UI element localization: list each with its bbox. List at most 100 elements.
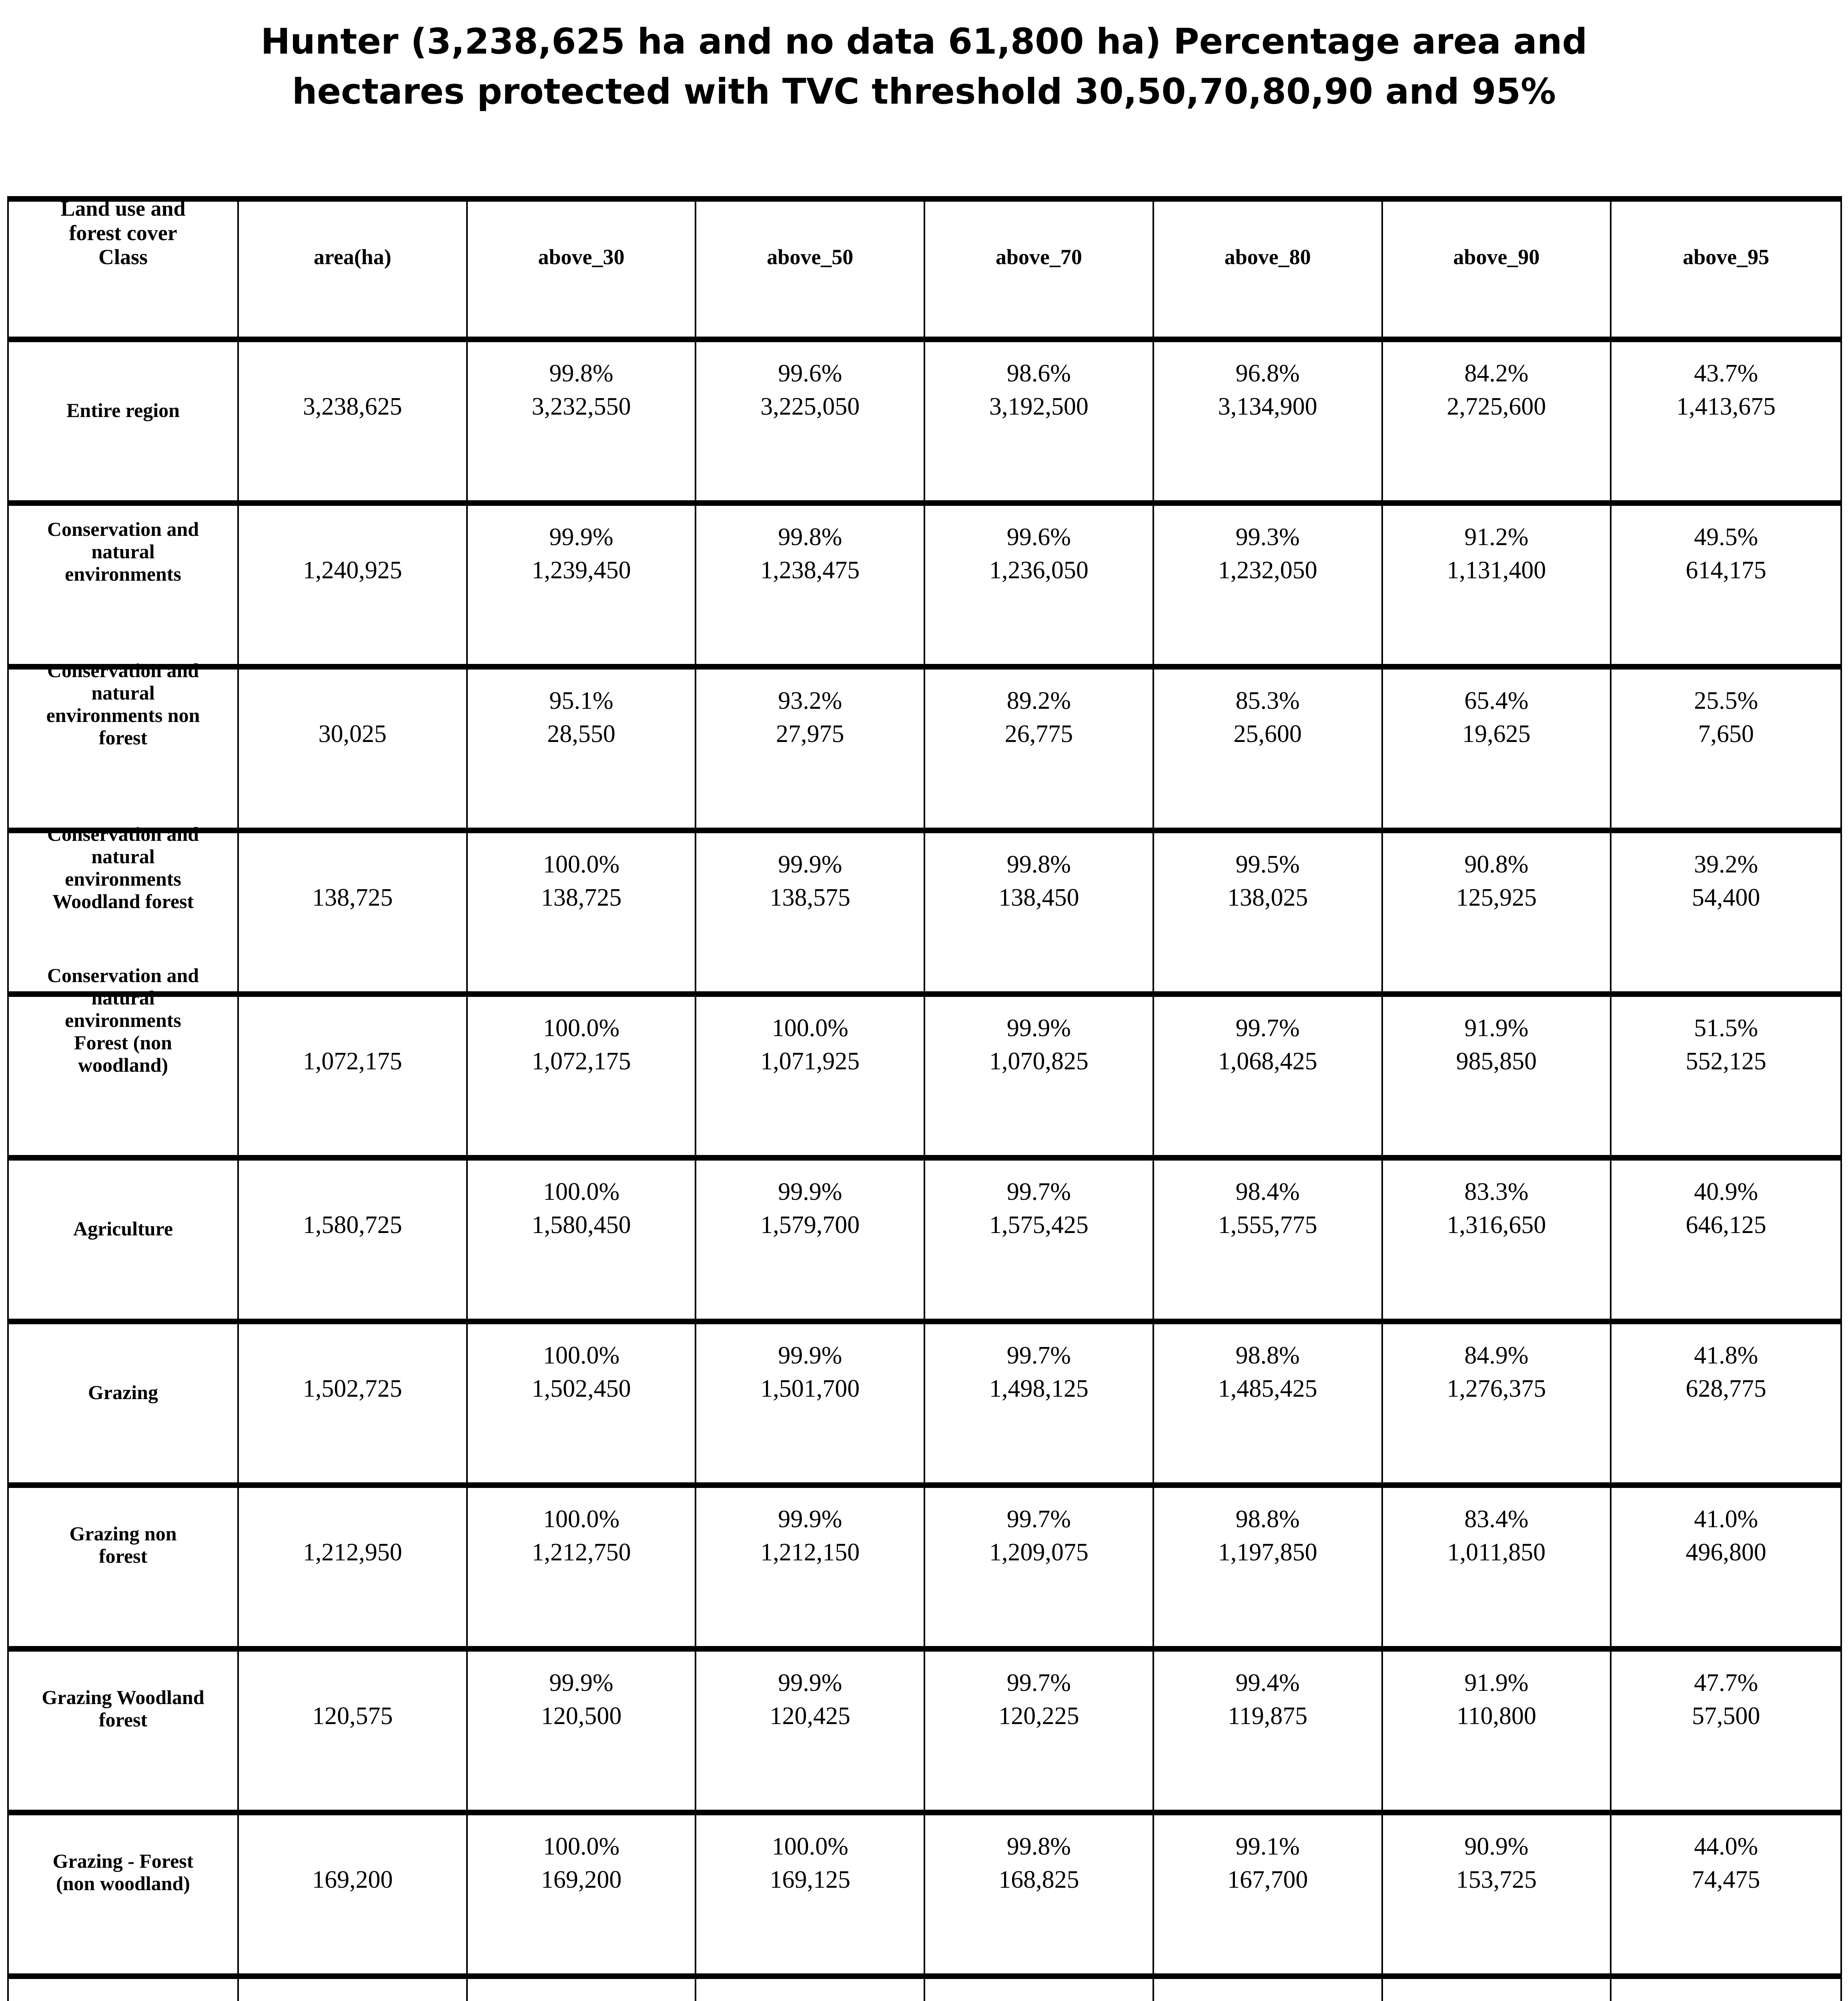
header-label: above_95 [1683,245,1770,269]
row-label: Grazing Woodland forest [42,1686,204,1731]
hectares-value: 1,498,125 [989,1375,1088,1403]
percent-value: 91.2% [1464,523,1529,551]
threshold-cell-above-70: 99.8% 168,825 [925,1815,1154,1973]
hectares-value: 57,500 [1692,1702,1760,1730]
hectares-value: 169,125 [770,1866,851,1894]
percent-value: 99.6% [1006,523,1071,551]
area-cell: 50,625 [239,1979,468,2001]
threshold-cell-above-50: 100.0%50,625 [696,1979,926,2001]
header-cell-area: area(ha) [239,202,468,337]
hectares-value: 3,134,900 [1218,393,1317,421]
hectares-value: 3,192,500 [989,393,1088,421]
hectares-value: 27,975 [776,720,844,748]
threshold-cell-above-70: 99.7% 1,575,425 [925,1161,1154,1319]
hectares-value: 1,276,375 [1447,1375,1546,1403]
table-row: Grazing - Forest (non woodland) 169,200 … [9,1815,1840,1979]
header-label: area(ha) [313,245,391,269]
table-row: Grazing 1,502,725 100.0% 1,502,450 99.9% 1… [9,1324,1840,1488]
threshold-cell-above-95: 30.8%15,575 [1611,1979,1840,2001]
threshold-cell-above-50: 99.9% 120,425 [696,1652,926,1810]
threshold-cell-above-30: 99.9% 120,500 [468,1652,697,1810]
threshold-cell-above-70: 99.7% 1,209,075 [925,1488,1154,1646]
row-label: Entire region [66,399,180,421]
header-label: above_50 [767,245,854,269]
hectares-value: 28,550 [547,720,615,748]
threshold-cell-above-95: 25.5% 7,650 [1611,670,1840,828]
threshold-cell-above-95: 41.0% 496,800 [1611,1488,1840,1646]
percent-value: 99.9% [778,1178,842,1205]
threshold-cell-above-70: 98.6% 3,192,500 [925,342,1154,500]
percent-value: 90.9% [1464,1833,1529,1860]
area-cell: 30,025 [239,670,468,828]
percent-value: 96.8% [1235,359,1300,387]
percent-value: 91.9% [1464,1014,1529,1042]
hectares-value: 985,850 [1456,1048,1537,1075]
threshold-cell-above-70: 99.7% 1,498,125 [925,1324,1154,1482]
area-cell: 138,725 [239,833,468,991]
threshold-cell-above-50: 99.8% 1,238,475 [696,506,926,664]
data-table: Land use and forest cover Class area(ha)… [7,196,1842,2001]
hectares-value: 1,579,700 [760,1211,860,1239]
row-label-cell: Entire region [9,342,239,500]
header-cell-above-70: above_70 [925,202,1154,337]
percent-value: 99.1% [1235,1833,1300,1860]
threshold-cell-above-80: 92.9%47,050 [1154,1979,1383,2001]
percent-value: 99.9% [778,1669,842,1696]
threshold-cell-above-30: 95.1% 28,550 [468,670,697,828]
threshold-cell-above-90: 90.8% 125,925 [1383,833,1612,991]
hectares-value: 1,575,425 [989,1211,1088,1239]
threshold-cell-above-95: 40.9% 646,125 [1611,1161,1840,1319]
percent-value: 99.4% [1235,1669,1300,1696]
area-value: 1,212,950 [303,1539,402,1566]
percent-value: 99.9% [549,523,613,551]
hectares-value: 1,236,050 [989,557,1088,584]
percent-value: 83.4% [1464,1505,1529,1533]
hectares-value: 628,775 [1686,1375,1766,1403]
row-label-cell: Conservation and natural environments [9,506,239,664]
threshold-cell-above-30: 100.0% 1,072,175 [468,997,697,1155]
percent-value: 49.5% [1694,523,1758,551]
area-cell: 120,575 [239,1652,468,1810]
threshold-cell-above-90: 83.4% 1,011,850 [1383,1488,1612,1646]
threshold-cell-above-80: 99.4% 119,875 [1154,1652,1383,1810]
hectares-value: 1,068,425 [1218,1048,1317,1075]
threshold-cell-above-80: 99.1% 167,700 [1154,1815,1383,1973]
percent-value: 41.8% [1694,1341,1758,1369]
percent-value: 99.9% [778,850,842,878]
table-row: Conservation and natural environments no… [9,659,1840,833]
percent-value: 99.5% [1235,850,1300,878]
hectares-value: 1,580,450 [531,1211,631,1239]
threshold-cell-above-95: 51.5% 552,125 [1611,997,1840,1155]
hectares-value: 138,450 [998,884,1079,912]
percent-value: 99.9% [1006,1014,1071,1042]
row-label-cell: Agriculture [9,1161,239,1319]
percent-value: 98.4% [1235,1178,1300,1205]
area-value: 1,580,725 [303,1211,402,1239]
percent-value: 98.6% [1006,359,1071,387]
percent-value: 99.7% [1006,1341,1071,1369]
hectares-value: 110,800 [1456,1702,1537,1730]
threshold-cell-above-80: 98.8% 1,485,425 [1154,1324,1383,1482]
percent-value: 95.1% [549,687,613,714]
table-body: Entire region 3,238,625 99.8% 3,232,550 9… [9,342,1840,2001]
page-title: Hunter (3,238,625 ha and no data 61,800 … [261,21,1587,112]
percent-value: 99.7% [1235,1014,1300,1042]
threshold-cell-above-90: 91.9% 110,800 [1383,1652,1612,1810]
threshold-cell-above-50: 93.2% 27,975 [696,670,926,828]
percent-value: 100.0% [697,1996,923,2001]
threshold-cell-above-30: 100.0% 138,725 [468,833,697,991]
percent-value: 65.4% [1464,687,1529,714]
percent-value: 30.8% [1612,1996,1840,2001]
threshold-cell-above-50: 99.6% 3,225,050 [696,342,926,500]
percent-value: 47.7% [1694,1669,1758,1696]
percent-value: 99.9% [549,1669,613,1696]
threshold-cell-above-95: 47.7% 57,500 [1611,1652,1840,1810]
percent-value: 92.9% [1155,1996,1381,2001]
header-cell-above-80: above_80 [1154,202,1383,337]
threshold-cell-above-30: 100.0%50,625 [468,1979,697,2001]
hectares-value: 1,239,450 [531,557,631,584]
header-cell-class: Land use and forest cover Class [9,196,239,337]
table-header-row: Land use and forest cover Class area(ha)… [9,196,1840,342]
threshold-cell-above-70: 99.6%50,400 [925,1979,1154,2001]
hectares-value: 1,502,450 [531,1375,631,1403]
